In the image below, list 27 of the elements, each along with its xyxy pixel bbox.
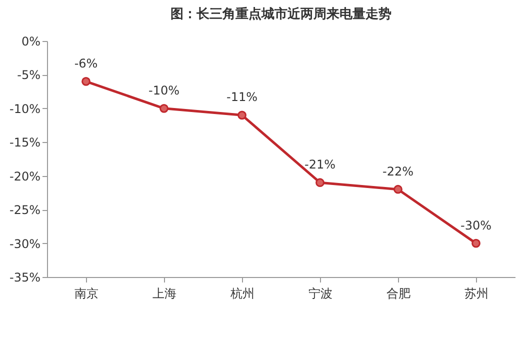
x-tick-label: 合肥 (386, 286, 410, 300)
y-tick-label: -10% (9, 102, 40, 116)
x-tick-label: 苏州 (464, 286, 488, 300)
point (160, 104, 168, 113)
y-tick-label: -35% (9, 270, 40, 284)
text: -30% (460, 218, 492, 232)
y-tick-label: 0% (21, 34, 40, 48)
point (316, 178, 324, 188)
point (238, 110, 246, 120)
text: -10% (148, 83, 180, 98)
chart-title: 图：长三角重点城市近两周来电量走势 (170, 6, 392, 22)
text: -11% (226, 90, 258, 104)
text: -22% (382, 164, 414, 178)
point (82, 77, 90, 86)
y-tick-label: -30% (9, 236, 40, 251)
x-tick-label: 宁波 (308, 286, 332, 300)
x-tick-label: 上海 (152, 286, 176, 300)
point (394, 184, 402, 194)
x-tick-label: 杭州 (230, 286, 254, 300)
y-tick-label: -25% (9, 203, 40, 218)
y-tick-label: -15% (9, 136, 40, 150)
x-tick-label: 南京 (74, 286, 98, 300)
text: -6% (74, 56, 98, 70)
y-tick-label: -5% (17, 68, 40, 82)
point (472, 238, 480, 248)
y-tick-label: -20% (9, 169, 40, 184)
text: -21% (304, 158, 336, 172)
